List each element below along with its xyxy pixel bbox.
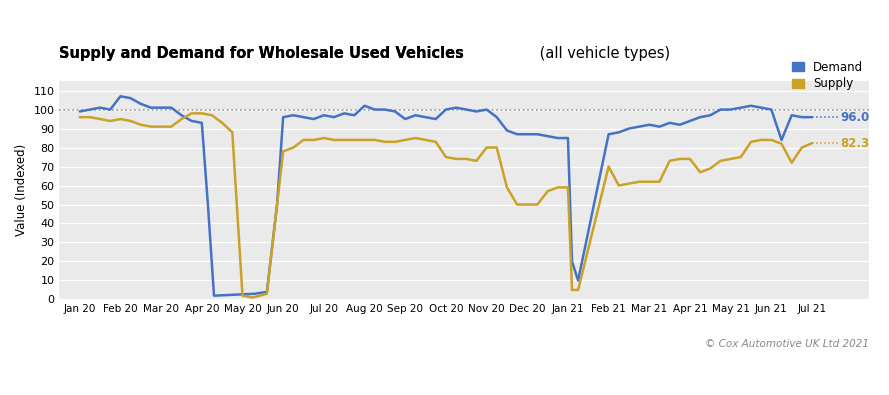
Text: Supply and Demand for Wholesale Used Vehicles: Supply and Demand for Wholesale Used Veh… [60, 47, 464, 61]
Text: 96.0: 96.0 [840, 111, 869, 124]
Text: (all vehicle types): (all vehicle types) [535, 47, 670, 61]
Text: © Cox Automotive UK Ltd 2021: © Cox Automotive UK Ltd 2021 [705, 339, 869, 349]
Y-axis label: Value (Indexed): Value (Indexed) [15, 144, 28, 236]
Legend: Demand, Supply: Demand, Supply [792, 61, 863, 90]
Text: Supply and Demand for Wholesale Used Vehicles: Supply and Demand for Wholesale Used Veh… [60, 47, 464, 61]
Text: 82.3: 82.3 [840, 137, 869, 150]
